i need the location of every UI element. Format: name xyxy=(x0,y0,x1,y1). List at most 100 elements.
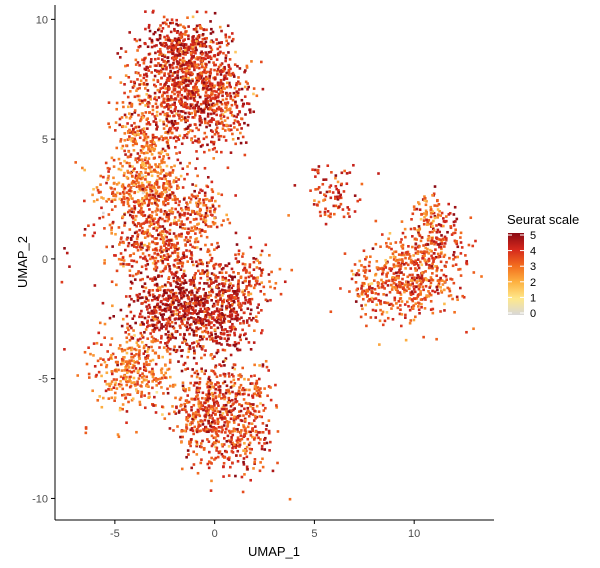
data-point xyxy=(174,97,177,100)
data-point xyxy=(123,171,126,175)
data-point xyxy=(155,326,159,330)
data-point xyxy=(237,423,241,427)
data-point xyxy=(162,41,166,45)
data-point xyxy=(168,120,171,124)
data-point xyxy=(206,56,210,60)
data-point xyxy=(168,294,171,298)
data-point xyxy=(191,183,194,186)
data-point xyxy=(125,336,129,340)
data-point xyxy=(200,370,204,373)
data-point xyxy=(159,381,162,384)
data-point xyxy=(236,260,240,263)
data-point xyxy=(176,43,180,47)
data-point xyxy=(129,310,133,314)
data-point xyxy=(180,110,183,113)
data-point xyxy=(220,150,223,154)
data-point xyxy=(234,342,238,346)
data-point xyxy=(168,184,172,188)
data-point xyxy=(195,326,199,330)
data-point xyxy=(242,463,246,466)
data-point xyxy=(119,362,123,366)
data-point xyxy=(131,197,134,200)
data-point xyxy=(199,25,202,28)
data-point xyxy=(200,111,203,114)
data-point xyxy=(197,200,201,203)
data-point xyxy=(108,388,112,391)
data-point xyxy=(146,89,150,92)
data-point xyxy=(173,84,177,88)
data-point xyxy=(155,44,158,47)
data-point xyxy=(165,78,169,82)
data-point xyxy=(204,415,207,418)
data-point xyxy=(205,36,208,40)
data-point xyxy=(170,165,173,169)
data-point xyxy=(397,270,401,274)
data-point xyxy=(131,131,135,134)
data-point xyxy=(143,130,146,134)
data-point xyxy=(231,37,235,41)
data-point xyxy=(122,192,126,196)
data-point xyxy=(123,113,127,117)
data-point xyxy=(246,82,249,85)
data-point xyxy=(392,258,396,261)
data-point xyxy=(173,92,176,96)
data-point xyxy=(132,245,136,248)
data-point xyxy=(400,238,403,241)
data-point xyxy=(229,353,233,357)
data-point xyxy=(99,183,102,186)
data-point xyxy=(214,109,218,113)
data-point xyxy=(230,438,233,441)
data-point xyxy=(205,135,208,139)
data-point xyxy=(152,338,155,342)
data-point xyxy=(193,109,197,113)
data-point xyxy=(151,277,155,281)
data-point xyxy=(123,138,127,142)
data-point xyxy=(178,345,181,349)
data-point xyxy=(158,225,162,228)
data-point xyxy=(196,194,200,198)
data-point xyxy=(264,436,267,440)
data-point xyxy=(236,436,240,439)
data-point xyxy=(159,172,162,175)
data-point xyxy=(225,389,228,392)
data-point xyxy=(192,86,195,89)
data-point xyxy=(255,433,259,437)
data-point xyxy=(388,303,391,306)
data-point xyxy=(171,169,175,172)
data-point xyxy=(168,269,172,273)
data-point xyxy=(167,97,170,101)
data-point xyxy=(161,261,165,265)
data-point xyxy=(103,360,107,364)
data-point xyxy=(198,424,202,428)
data-point xyxy=(170,63,174,67)
data-point xyxy=(176,282,180,286)
data-point xyxy=(128,189,132,192)
data-point xyxy=(218,25,222,29)
data-point xyxy=(161,255,165,259)
data-point xyxy=(161,21,165,25)
data-point xyxy=(182,67,185,71)
data-point xyxy=(126,131,130,134)
data-point xyxy=(205,87,209,90)
data-point xyxy=(213,304,216,307)
data-point xyxy=(398,271,402,275)
data-point xyxy=(180,232,183,236)
data-point xyxy=(195,443,199,446)
data-point xyxy=(164,87,168,90)
data-point xyxy=(199,301,203,304)
data-point xyxy=(123,224,126,227)
data-point xyxy=(127,192,131,196)
data-point xyxy=(120,200,124,204)
data-point xyxy=(195,344,199,348)
data-point xyxy=(187,76,190,80)
data-point xyxy=(215,42,219,45)
data-point xyxy=(167,59,170,63)
data-point xyxy=(213,310,217,313)
data-point xyxy=(219,100,223,104)
data-point xyxy=(128,90,132,93)
data-point xyxy=(189,213,192,216)
data-point xyxy=(196,212,200,216)
data-point xyxy=(132,210,136,214)
data-point xyxy=(249,404,252,408)
data-point xyxy=(141,197,144,200)
